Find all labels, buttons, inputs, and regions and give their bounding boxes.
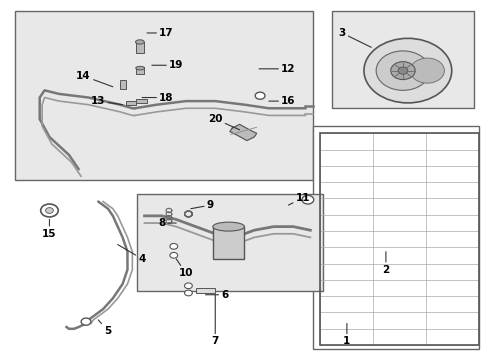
Text: 16: 16	[268, 96, 295, 106]
Text: 2: 2	[382, 252, 389, 275]
Circle shape	[184, 283, 192, 289]
Bar	[212, 226, 244, 259]
Ellipse shape	[375, 51, 429, 90]
Bar	[137, 194, 322, 291]
Polygon shape	[229, 125, 256, 140]
Ellipse shape	[136, 66, 144, 70]
Circle shape	[184, 290, 192, 296]
Circle shape	[81, 318, 91, 325]
Bar	[125, 101, 136, 105]
Ellipse shape	[212, 222, 244, 231]
Circle shape	[169, 252, 177, 258]
Text: 18: 18	[142, 93, 173, 103]
Bar	[136, 42, 143, 53]
Text: 7: 7	[211, 295, 219, 346]
Bar	[136, 67, 144, 74]
Bar	[15, 12, 312, 180]
Text: 6: 6	[205, 290, 228, 300]
Text: 15: 15	[42, 220, 57, 239]
Ellipse shape	[135, 40, 144, 44]
Circle shape	[41, 204, 58, 217]
Text: 8: 8	[158, 218, 176, 228]
Bar	[120, 80, 125, 89]
Circle shape	[390, 62, 414, 80]
Bar	[320, 134, 478, 345]
Bar	[195, 288, 215, 293]
Text: 19: 19	[152, 60, 183, 70]
Bar	[331, 12, 473, 108]
Ellipse shape	[409, 58, 444, 83]
Text: 14: 14	[76, 71, 113, 87]
Circle shape	[169, 243, 177, 249]
Text: 10: 10	[176, 259, 193, 278]
Text: 1: 1	[343, 323, 350, 346]
Circle shape	[397, 67, 407, 74]
Text: 11: 11	[288, 193, 309, 205]
Text: 17: 17	[147, 28, 173, 38]
Text: 5: 5	[98, 320, 111, 336]
Text: 12: 12	[259, 64, 295, 74]
Text: 20: 20	[207, 114, 239, 130]
Text: 13: 13	[91, 96, 122, 106]
Bar	[312, 126, 478, 348]
Ellipse shape	[363, 39, 451, 103]
Bar	[136, 99, 147, 103]
Circle shape	[255, 92, 264, 99]
Circle shape	[45, 208, 53, 213]
Text: 4: 4	[118, 244, 145, 264]
Text: 3: 3	[338, 28, 370, 47]
Circle shape	[302, 195, 313, 204]
Text: 9: 9	[190, 200, 213, 210]
